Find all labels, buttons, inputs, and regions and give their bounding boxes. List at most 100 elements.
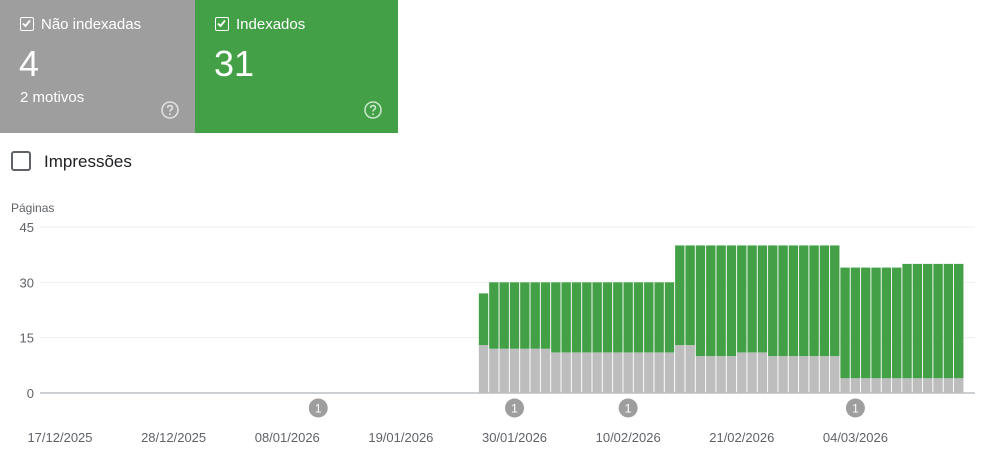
bar-nonindexed — [912, 378, 923, 393]
annotation-marker — [618, 398, 638, 418]
annotation-label: 1 — [315, 402, 322, 416]
bar-nonindexed — [592, 352, 602, 393]
bar-indexed — [768, 245, 778, 357]
bar-nonindexed — [716, 356, 726, 393]
bar-nonindexed — [633, 352, 644, 393]
nonindexed-label: Não indexadas — [41, 16, 142, 33]
annotation-label: 1 — [511, 402, 518, 416]
bar-nonindexed — [551, 352, 561, 393]
bar-indexed — [478, 293, 489, 346]
bar-nonindexed — [840, 378, 850, 393]
x-tick-label: 10/02/2026 — [596, 430, 661, 445]
bar-nonindexed — [499, 348, 509, 393]
bar-nonindexed — [757, 352, 768, 393]
bar-nonindexed — [654, 352, 664, 393]
bar-indexed — [602, 282, 613, 353]
y-tick-label: 30 — [20, 275, 34, 290]
bar-indexed — [830, 245, 840, 357]
bar-indexed — [582, 282, 592, 353]
bar-indexed — [509, 282, 520, 349]
bar-indexed — [840, 267, 850, 379]
bar-indexed — [664, 282, 675, 353]
bar-nonindexed — [923, 378, 933, 393]
bar-indexed — [499, 282, 509, 349]
indexing-chart: Páginas 0 15 30 45 1 1 1 1 17/12/2025 28/12/2025 08… — [11, 201, 975, 445]
bar-nonindexed — [706, 356, 716, 393]
annotation-marker — [845, 398, 865, 418]
annotation-label: 1 — [625, 402, 632, 416]
help-circle-icon[interactable] — [160, 100, 180, 120]
bar-nonindexed — [850, 378, 861, 393]
annotation-marker — [308, 398, 328, 418]
bar-indexed — [954, 263, 964, 379]
bar-indexed — [571, 282, 582, 353]
x-tick-label: 19/01/2026 — [368, 430, 433, 445]
bar-indexed — [654, 282, 664, 353]
bar-indexed — [819, 245, 830, 357]
bar-indexed — [706, 245, 716, 357]
bar-indexed — [788, 245, 799, 357]
x-tick-label: 21/02/2026 — [709, 430, 774, 445]
y-tick-label: 45 — [20, 220, 34, 235]
bar-nonindexed — [530, 348, 540, 393]
bar-nonindexed — [571, 352, 582, 393]
bar-nonindexed — [747, 352, 757, 393]
x-tick-label: 28/12/2025 — [141, 430, 206, 445]
bar-nonindexed — [726, 356, 737, 393]
bar-nonindexed — [695, 356, 706, 393]
bar-indexed — [561, 282, 571, 353]
bar-indexed — [737, 245, 747, 353]
bar-nonindexed — [602, 352, 613, 393]
bar-indexed — [861, 267, 871, 379]
bar-indexed — [695, 245, 706, 357]
indexed-card[interactable]: Indexados 31 — [195, 0, 398, 133]
bar-nonindexed — [881, 378, 892, 393]
checkbox-checked-icon[interactable] — [20, 17, 34, 31]
bar-indexed — [675, 245, 685, 346]
bar-nonindexed — [809, 356, 819, 393]
bar-nonindexed — [871, 378, 881, 393]
bar-indexed — [592, 282, 602, 353]
bar-nonindexed — [582, 352, 592, 393]
nonindexed-reasons: 2 motivos — [20, 89, 85, 106]
bar-indexed — [871, 267, 881, 379]
bar-nonindexed — [509, 348, 520, 393]
annotation-marker — [505, 398, 525, 418]
bar-indexed — [747, 245, 757, 353]
bar-nonindexed — [768, 356, 778, 393]
bar-nonindexed — [520, 348, 530, 393]
nonindexed-count: 4 — [19, 43, 40, 84]
bar-indexed — [530, 282, 540, 349]
help-circle-icon[interactable] — [363, 100, 383, 120]
bar-nonindexed — [943, 378, 954, 393]
x-tick-label: 17/12/2025 — [27, 430, 92, 445]
bar-indexed — [850, 267, 861, 379]
bar-nonindexed — [675, 345, 685, 393]
bar-indexed — [716, 245, 726, 357]
bar-indexed — [489, 282, 499, 349]
bar-indexed — [943, 263, 954, 379]
bar-indexed — [912, 263, 923, 379]
x-tick-label: 30/01/2026 — [482, 430, 547, 445]
bar-nonindexed — [933, 378, 943, 393]
bar-nonindexed — [819, 356, 830, 393]
bar-nonindexed — [861, 378, 871, 393]
bar-nonindexed — [830, 356, 840, 393]
bar-indexed — [520, 282, 530, 349]
bar-indexed — [778, 245, 788, 357]
bar-indexed — [540, 282, 551, 349]
bar-nonindexed — [623, 352, 633, 393]
bar-indexed — [809, 245, 819, 357]
checkbox-unchecked-icon[interactable] — [11, 151, 31, 171]
nonindexed-card[interactable]: Não indexadas 4 2 motivos — [0, 0, 195, 133]
bar-indexed — [633, 282, 644, 353]
bar-indexed — [613, 282, 623, 353]
bar-nonindexed — [489, 348, 499, 393]
bar-indexed — [881, 267, 892, 379]
annotation-label: 1 — [852, 402, 859, 416]
bar-indexed — [685, 245, 695, 346]
bar-indexed — [623, 282, 633, 353]
checkbox-checked-icon[interactable] — [215, 17, 229, 31]
bar-nonindexed — [613, 352, 623, 393]
bar-nonindexed — [892, 378, 902, 393]
